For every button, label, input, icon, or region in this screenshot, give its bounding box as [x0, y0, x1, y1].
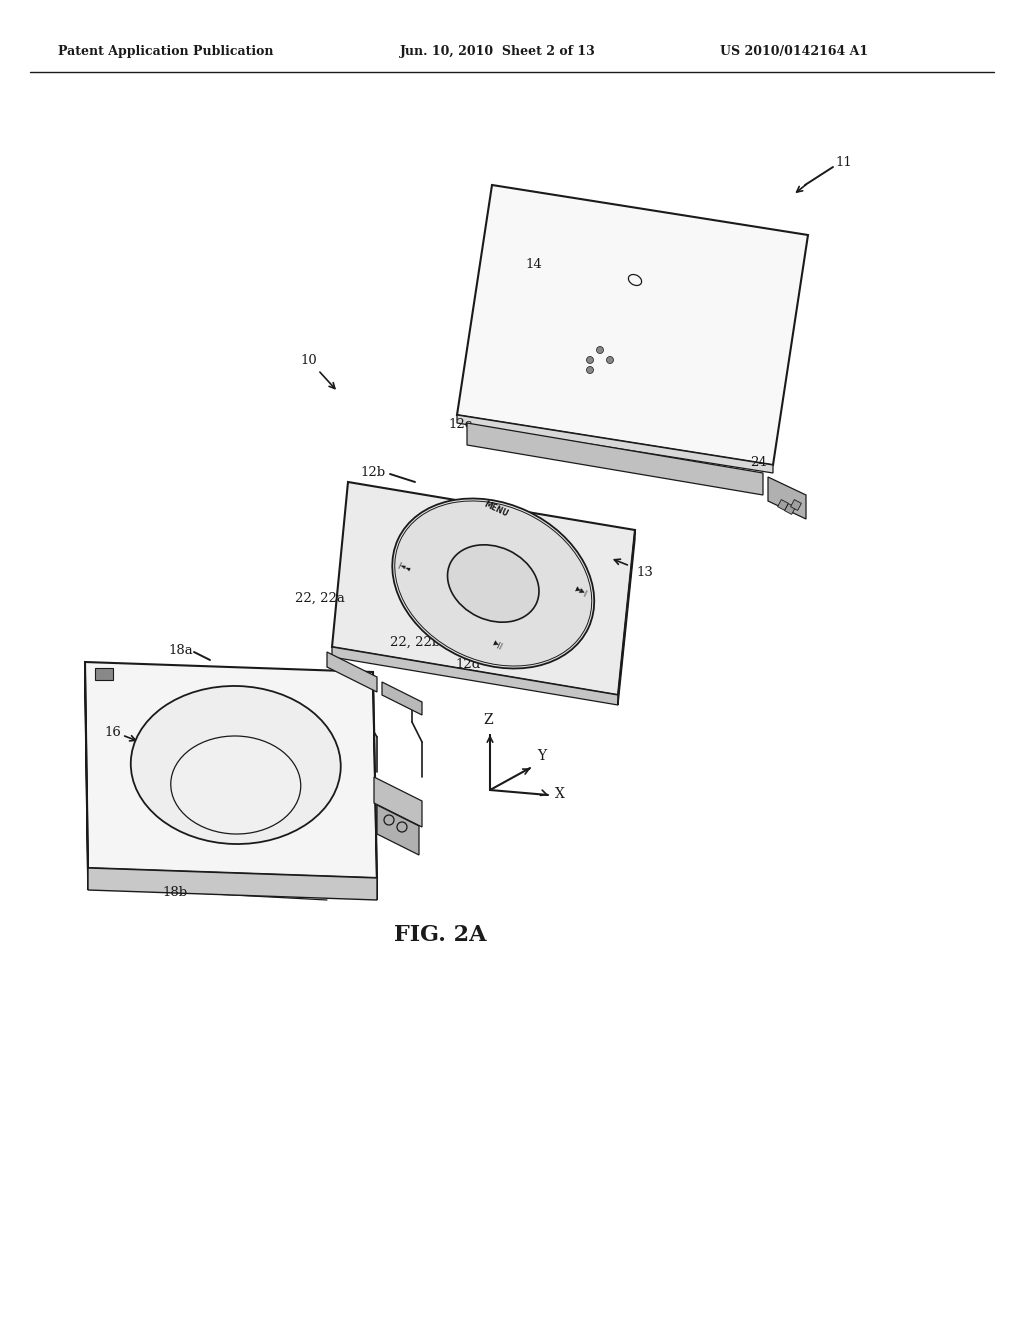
- Text: 24: 24: [750, 455, 767, 469]
- Circle shape: [597, 346, 603, 354]
- Text: FIG. 2A: FIG. 2A: [394, 924, 486, 946]
- Text: ▶▶|: ▶▶|: [573, 586, 589, 598]
- Polygon shape: [768, 477, 806, 519]
- Polygon shape: [88, 869, 377, 900]
- Text: 18a: 18a: [168, 644, 193, 656]
- Circle shape: [587, 356, 594, 363]
- Text: 10: 10: [300, 354, 316, 367]
- Bar: [587, 317, 624, 352]
- Text: 22, 22a: 22, 22a: [295, 591, 345, 605]
- Text: 16: 16: [104, 726, 121, 738]
- Text: 20: 20: [449, 614, 465, 627]
- Polygon shape: [85, 663, 88, 890]
- Text: MENU: MENU: [482, 499, 510, 519]
- Polygon shape: [327, 652, 377, 692]
- Polygon shape: [382, 682, 422, 715]
- Text: US 2010/0142164 A1: US 2010/0142164 A1: [720, 45, 868, 58]
- Text: Y: Y: [537, 748, 546, 763]
- Text: 12c: 12c: [449, 418, 472, 432]
- Polygon shape: [618, 531, 635, 705]
- Text: 12d: 12d: [455, 659, 480, 672]
- Bar: [644, 364, 676, 396]
- Text: ▶||: ▶||: [493, 640, 504, 651]
- Text: 18b: 18b: [162, 886, 187, 899]
- Text: 22, 22b: 22, 22b: [390, 635, 440, 648]
- Text: 13: 13: [636, 565, 653, 578]
- Bar: [791, 499, 802, 511]
- Polygon shape: [373, 672, 377, 900]
- Bar: [777, 499, 788, 511]
- Polygon shape: [377, 805, 419, 855]
- Text: Z: Z: [483, 713, 493, 727]
- Bar: [674, 224, 746, 294]
- Text: Jun. 10, 2010  Sheet 2 of 13: Jun. 10, 2010 Sheet 2 of 13: [400, 45, 596, 58]
- Ellipse shape: [171, 737, 301, 834]
- Polygon shape: [457, 414, 773, 473]
- Text: 11: 11: [835, 156, 852, 169]
- Text: 12b: 12b: [360, 466, 385, 479]
- Bar: [784, 504, 796, 515]
- Polygon shape: [332, 647, 618, 705]
- Bar: [706, 381, 734, 409]
- Polygon shape: [374, 777, 422, 828]
- Polygon shape: [332, 482, 635, 696]
- Bar: [639, 289, 681, 331]
- Polygon shape: [467, 422, 763, 495]
- Text: 14: 14: [525, 259, 542, 272]
- Polygon shape: [457, 185, 808, 465]
- Text: X: X: [555, 787, 565, 801]
- Circle shape: [606, 356, 613, 363]
- Text: Patent Application Publication: Patent Application Publication: [58, 45, 273, 58]
- Polygon shape: [85, 663, 377, 878]
- Polygon shape: [95, 668, 113, 680]
- Ellipse shape: [131, 686, 341, 843]
- Circle shape: [587, 367, 594, 374]
- Text: |◄◄: |◄◄: [396, 561, 411, 573]
- Ellipse shape: [447, 545, 539, 622]
- Ellipse shape: [392, 499, 594, 668]
